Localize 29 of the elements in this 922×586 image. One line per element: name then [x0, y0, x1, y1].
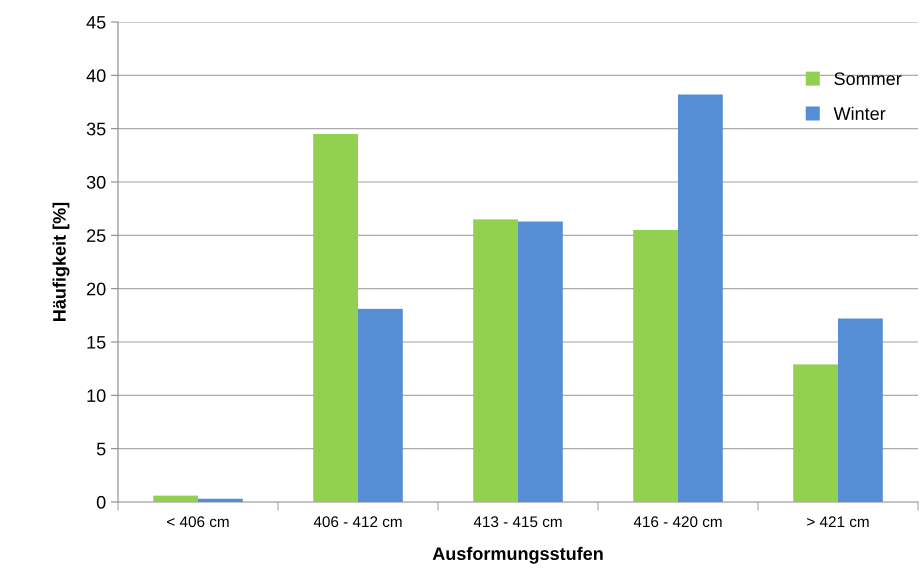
y-tick-label: 0: [96, 496, 106, 509]
y-tick-label: 35: [86, 122, 106, 136]
x-tick-label: < 406 cm: [167, 516, 229, 528]
bar: [633, 230, 678, 502]
y-tick-label: 20: [87, 282, 106, 296]
bar: [473, 219, 518, 502]
bar: [678, 94, 723, 502]
legend-label: Sommer: [834, 72, 902, 86]
y-tick-label: 30: [86, 176, 106, 189]
y-tick-label: 25: [87, 229, 106, 242]
x-tick-label: 413 - 415 cm: [474, 516, 562, 528]
y-tick-label: 10: [87, 389, 106, 402]
y-tick-label: 5: [96, 442, 106, 456]
bar: [313, 134, 358, 502]
bar: [198, 498, 243, 502]
x-axis-title: Ausformungsstufen: [432, 546, 603, 564]
legend-label: Winter: [834, 106, 886, 120]
y-axis-title: Häufigkeit [%]: [52, 202, 70, 321]
bar: [153, 496, 198, 502]
x-tick-label: 416 - 420 cm: [634, 516, 722, 528]
bar: [838, 318, 883, 502]
bar: [358, 308, 403, 502]
y-tick-label: 45: [86, 16, 106, 29]
y-tick-label: 15: [87, 336, 106, 349]
bar: [793, 364, 838, 502]
x-tick-label: 406 - 412 cm: [314, 516, 402, 528]
x-tick-label: > 421 cm: [807, 516, 869, 528]
y-tick-label: 40: [86, 69, 106, 82]
bar: [518, 221, 563, 502]
